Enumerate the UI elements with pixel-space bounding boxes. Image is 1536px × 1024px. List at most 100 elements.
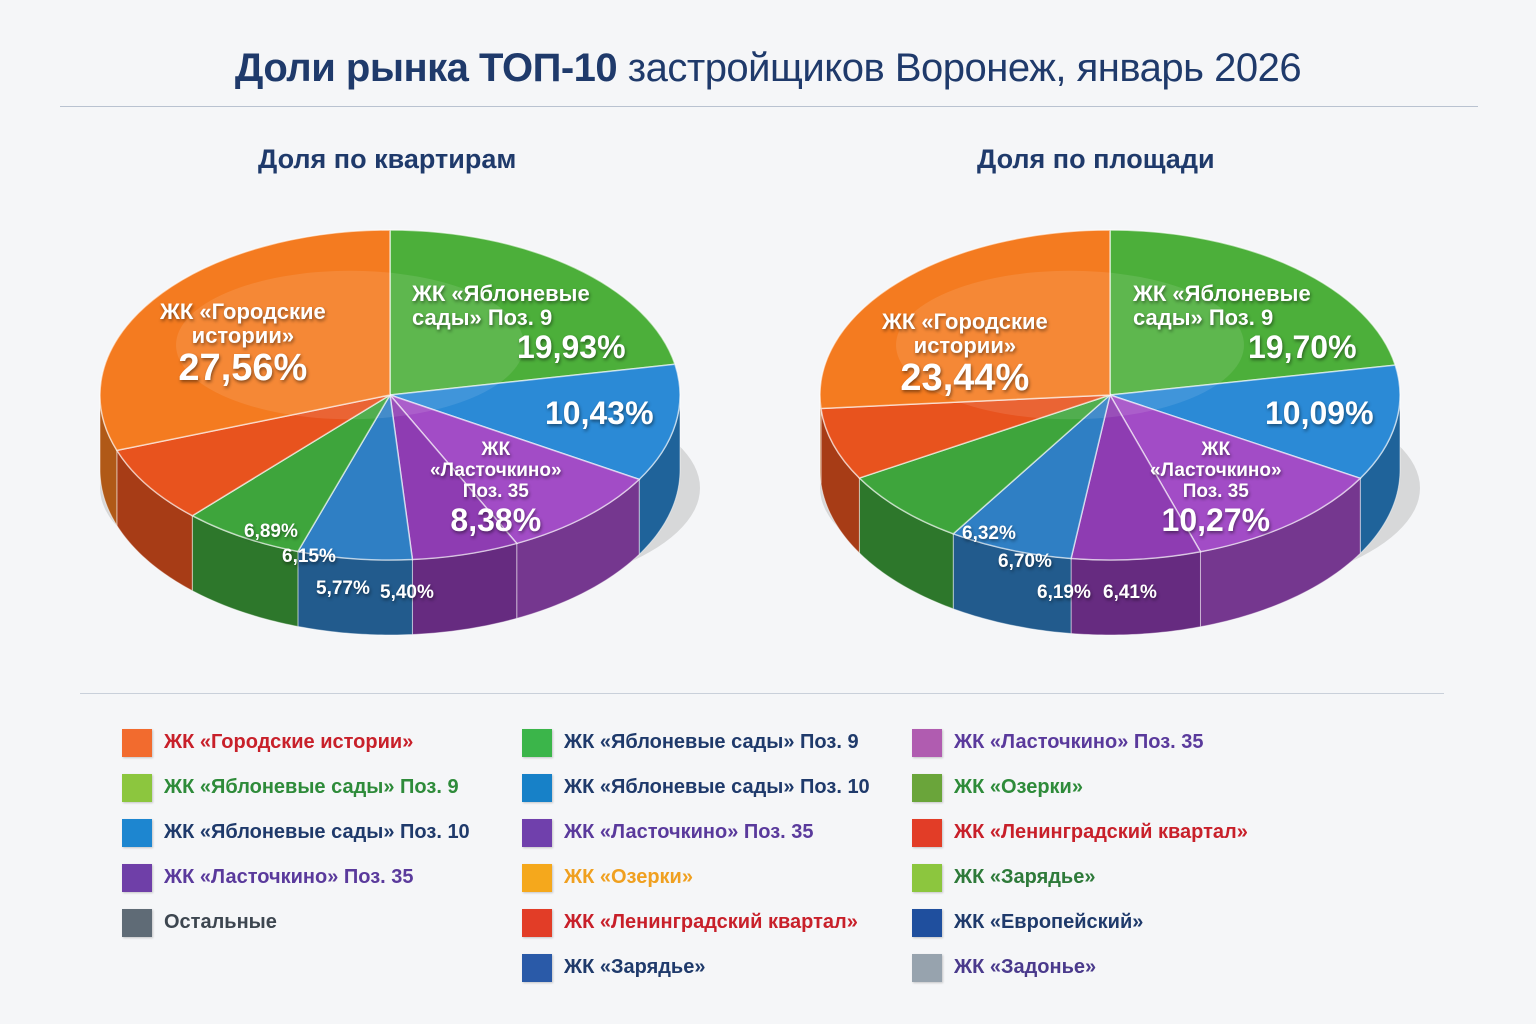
legend-swatch (912, 728, 942, 757)
label-gorodskie-1: ЖК «Городские истории» 23,44% (882, 309, 1048, 400)
legend-label: Остальные (164, 911, 277, 933)
legend-label: ЖК «Ласточкино» Поз. 35 (954, 731, 1204, 753)
legend-label: ЖК «Яблоневые сады» Поз. 9 (164, 776, 459, 798)
title-divider (60, 106, 1478, 107)
pie-slice (820, 394, 1111, 479)
label-slice-0-6: 6,89% (244, 521, 298, 542)
legend-label: ЖК «Задонье» (954, 956, 1097, 978)
legend-column-1: ЖК «Городские истории» ЖК «Яблоневые сады… (122, 720, 470, 945)
slice-value: 19,93% (517, 329, 626, 366)
legend-label: ЖК «Ленинградский квартал» (954, 821, 1248, 843)
slice-name: ЖК (1201, 439, 1231, 460)
label-lastochkino-1: ЖК «Ласточкино» Поз. 35 10,27% (1150, 439, 1282, 538)
slice-name: сады» Поз. 9 (412, 305, 553, 331)
slice-value: 19,70% (1248, 329, 1357, 366)
legend-label: ЖК «Яблоневые сады» Поз. 9 (564, 731, 859, 753)
legend-swatch (522, 818, 552, 847)
slice-name: Поз. 35 (1182, 480, 1249, 502)
pie-slice (296, 392, 414, 561)
legend-item: ЖК «Озерки» (522, 855, 870, 900)
label-slice-0-5: 6,15% (282, 546, 336, 567)
label-yablonevye10-1: 10,09% (1265, 395, 1374, 431)
pie-gloss (896, 270, 1244, 420)
legend-swatch (912, 773, 942, 802)
pie-slice (389, 229, 676, 396)
legend-swatch (522, 728, 552, 757)
legend-label: ЖК «Ленинградский квартал» (564, 911, 858, 933)
legend-label: ЖК «Зарядье» (564, 956, 706, 978)
legend-item: ЖК «Яблоневые сады» Поз. 9 (122, 765, 470, 810)
legend-swatch (122, 863, 152, 892)
slice-name: истории» (913, 333, 1017, 359)
pie-slice (389, 363, 681, 481)
label-lastochkino-0: ЖК «Ласточкино» Поз. 35 8,38% (430, 439, 562, 538)
label-slice-1-5: 6,70% (998, 551, 1052, 572)
legend-item: ЖК «Ласточкино» Поз. 35 (122, 855, 470, 900)
pie-slice (99, 229, 391, 452)
legend-label: ЖК «Яблоневые сады» Поз. 10 (564, 776, 870, 798)
pie-area (819, 229, 1420, 636)
pie-apartments (99, 229, 700, 636)
pie-slice (951, 392, 1112, 560)
slice-name: Поз. 35 (462, 480, 529, 502)
legend-label: ЖК «Европейский» (954, 911, 1144, 933)
slice-value: 27,56% (178, 347, 308, 390)
chart-title-apartments: Доля по квартирам (258, 144, 517, 174)
legend-column-3: ЖК «Ласточкино» Поз. 35 ЖК «Озерки» ЖК «Ле… (912, 720, 1248, 990)
pie-slice (115, 394, 391, 517)
label-slice-1-4: 6,19% (1037, 582, 1091, 603)
slice-name: ЖК «Яблоневые (1133, 281, 1311, 306)
pie-slice (1108, 393, 1362, 553)
title-bold: Доли рынка ТОП-10 (234, 46, 618, 90)
legend-item: ЖК «Задонье» (912, 945, 1248, 990)
label-yablonevye9-1: ЖК «Яблоневые сады» Поз. 9 19,70% (1133, 281, 1357, 366)
legend-swatch (122, 728, 152, 757)
legend-column-2: ЖК «Яблоневые сады» Поз. 9 ЖК «Яблоневые … (522, 720, 870, 990)
label-gorodskie-0: ЖК «Городские истории» 27,56% (160, 299, 326, 390)
slice-name: сады» Поз. 9 (1133, 305, 1274, 331)
page-title: Доли рынка ТОП-10 застройщиков Воронеж, … (0, 46, 1536, 91)
legend-swatch (912, 863, 942, 892)
pie-slice (1109, 229, 1397, 396)
legend-label: ЖК «Озерки» (954, 776, 1083, 798)
label-slice-1-6: 6,32% (962, 523, 1016, 544)
legend-item: ЖК «Ласточкино» Поз. 35 (912, 720, 1248, 765)
legend-label: ЖК «Ласточкино» Поз. 35 (564, 821, 814, 843)
label-slice-1-3: 6,41% (1103, 582, 1157, 603)
pie-gloss (176, 270, 524, 420)
pie-slice (387, 393, 641, 545)
legend-swatch (122, 818, 152, 847)
slice-name: истории» (191, 323, 295, 349)
legend-label: ЖК «Городские истории» (164, 731, 414, 753)
legend-item: ЖК «Ленинградский квартал» (912, 810, 1248, 855)
slice-name: ЖК «Городские (882, 309, 1048, 334)
legend-swatch (912, 953, 942, 982)
legend-swatch (522, 773, 552, 802)
slice-value: 8,38% (450, 501, 542, 538)
legend-item: ЖК «Европейский» (912, 900, 1248, 945)
legend-item: ЖК «Зарядье» (912, 855, 1248, 900)
pie-slice (1070, 392, 1202, 561)
legend-swatch (522, 953, 552, 982)
legend-swatch (522, 863, 552, 892)
legend-swatch (522, 908, 552, 937)
slice-name: ЖК (481, 439, 511, 460)
slice-name: «Ласточкино» (430, 459, 562, 481)
legend-item: ЖК «Яблоневые сады» Поз. 10 (522, 765, 870, 810)
legend-divider (80, 693, 1444, 694)
label-slice-0-4: 5,77% (316, 578, 370, 599)
legend-label: ЖК «Ласточкино» Поз. 35 (164, 866, 414, 888)
pie-charts (99, 229, 1420, 636)
pie-slice (819, 229, 1111, 410)
chart-title-area: Доля по площади (977, 144, 1215, 174)
label-yablonevye9-0: ЖК «Яблоневые сады» Поз. 9 19,93% (412, 281, 626, 366)
slice-name: «Ласточкино» (1150, 459, 1282, 481)
title-rest: застройщиков Воронеж, январь 2026 (627, 46, 1302, 90)
legend-item: Остальные (122, 900, 470, 945)
legend-label: ЖК «Яблоневые сады» Поз. 10 (164, 821, 470, 843)
slice-value: 23,44% (900, 357, 1030, 400)
slice-value: 10,27% (1161, 501, 1271, 538)
pie-slice (857, 394, 1111, 535)
legend-swatch (912, 908, 942, 937)
legend-item: ЖК «Озерки» (912, 765, 1248, 810)
